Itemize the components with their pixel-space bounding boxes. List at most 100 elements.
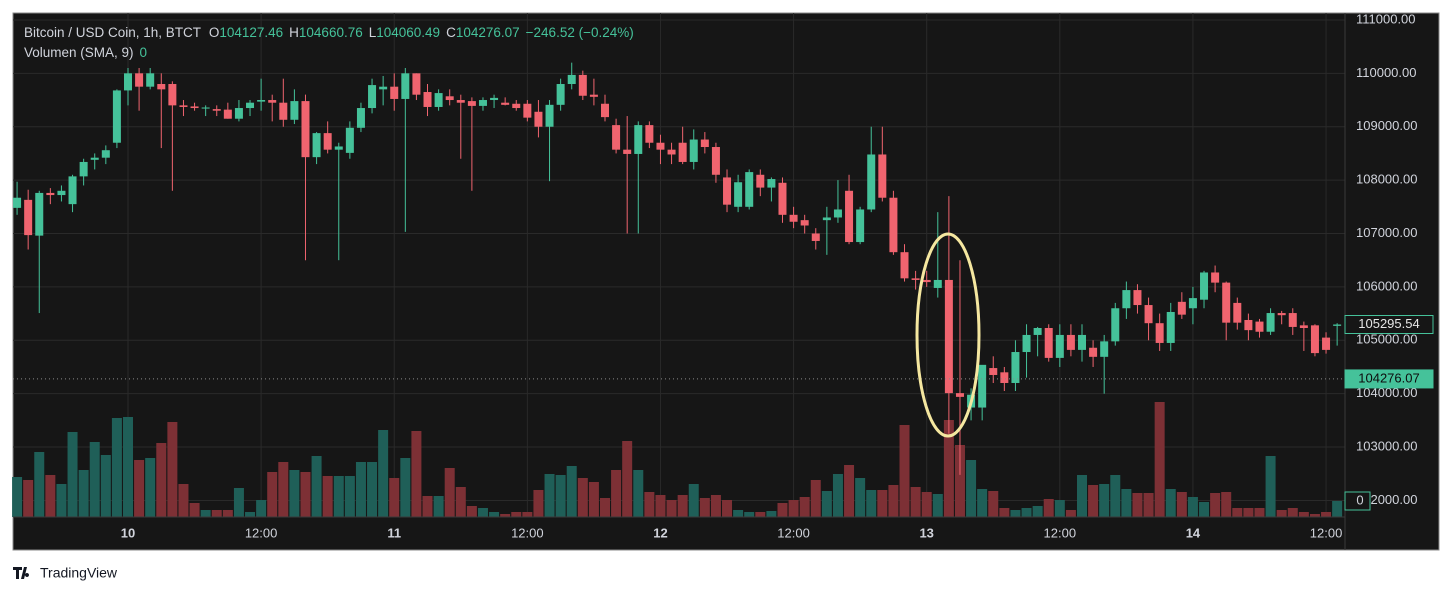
volume-bar	[932, 494, 943, 517]
volume-bar	[1043, 499, 1054, 517]
candle-layer	[13, 62, 1342, 475]
candle-body	[1277, 313, 1286, 316]
candle-body	[135, 73, 144, 87]
ohlc-values: O104127.46 H104660.76 L104060.49 C104276.07	[209, 25, 520, 40]
candle-body	[501, 102, 510, 105]
volume-bar	[477, 508, 488, 517]
candle-body	[1288, 313, 1297, 327]
candle-body	[456, 100, 465, 103]
candle-body	[35, 192, 44, 236]
candle-body	[334, 146, 343, 150]
volume-bar	[988, 491, 999, 517]
candle-body	[711, 147, 720, 175]
volume-bar	[633, 470, 644, 517]
ohlc-value: 104127.46	[219, 25, 283, 40]
volume-bar	[766, 511, 777, 517]
candle-body	[312, 133, 321, 158]
volume-bar	[710, 495, 721, 517]
volume-bar	[433, 496, 444, 517]
candle-body	[68, 176, 77, 205]
axes: 102000.00 103000.00 104000.00 105000.00 1060…	[13, 11, 1434, 540]
candle-body	[1244, 319, 1253, 331]
volume-bar	[954, 445, 965, 517]
brand: TradingView	[40, 565, 118, 581]
volume-bar	[145, 458, 156, 517]
candle-body	[523, 103, 532, 118]
symbol-title: Bitcoin / USD Coin, 1h, BTCT	[24, 25, 201, 40]
volume-bar	[533, 490, 544, 517]
volume-bar	[12, 477, 23, 517]
candle-body	[756, 174, 765, 188]
candle-body	[1033, 328, 1042, 335]
candle-body	[534, 111, 543, 127]
candle-body	[168, 84, 177, 106]
candle-body	[1111, 308, 1120, 342]
volume-layer	[12, 402, 1343, 517]
candle-body	[811, 233, 820, 241]
candle-body	[1000, 372, 1009, 383]
volume-bar	[1265, 456, 1276, 517]
volume-bar	[1088, 485, 1099, 517]
volume-bar	[1065, 510, 1076, 517]
ohlc-key: O	[209, 25, 220, 40]
volume-bar	[444, 468, 455, 517]
candle-body	[301, 101, 310, 158]
volume-bar	[322, 476, 333, 517]
price-label: 104276.07	[1358, 370, 1419, 385]
volume-bar	[100, 455, 111, 517]
volume-bar	[943, 420, 954, 517]
volume-axis-label: 0	[1356, 492, 1363, 507]
candle-body	[390, 86, 399, 99]
volume-bar	[555, 475, 566, 517]
volume-bar	[378, 430, 389, 517]
volume-bar	[256, 500, 267, 517]
volume-bar	[1309, 514, 1320, 517]
ohlc-key: H	[289, 25, 299, 40]
volume-bar	[389, 478, 400, 517]
candle-body	[423, 92, 432, 107]
candle-body	[1144, 305, 1153, 324]
candle-body	[190, 106, 199, 109]
candle-body	[79, 161, 88, 177]
volume-bar	[622, 441, 633, 517]
candle-body	[1155, 323, 1164, 343]
volume-bar	[733, 510, 744, 517]
candle-body	[1233, 302, 1242, 323]
candle-body	[101, 150, 110, 158]
volume-bar	[67, 432, 78, 517]
candle-body	[234, 108, 243, 119]
volume-bar	[1054, 500, 1065, 517]
candle-body	[512, 103, 521, 109]
candle-body	[789, 214, 798, 222]
volume-bar	[1210, 493, 1221, 517]
candle-body	[833, 209, 842, 218]
candle-body	[223, 109, 232, 119]
volume-bar	[844, 465, 855, 517]
y-tick-label: 107000.00	[1356, 225, 1417, 240]
candle-body	[57, 190, 66, 196]
y-tick-label: 110000.00	[1356, 65, 1417, 80]
candle-body	[401, 73, 410, 99]
volume-bar	[1176, 492, 1187, 517]
candle-body	[356, 108, 365, 128]
candle-body	[323, 133, 332, 150]
candle-body	[90, 157, 99, 160]
candle-body	[667, 149, 676, 155]
candle-body	[889, 197, 898, 253]
candle-body	[678, 142, 687, 162]
candle-body	[279, 102, 288, 120]
volume-bar	[999, 508, 1010, 517]
volume-bar	[156, 443, 167, 517]
candle-body	[734, 182, 743, 207]
volume-bar	[1243, 508, 1254, 517]
volume-label-box	[1344, 491, 1371, 511]
x-tick-label: 12:00	[1044, 525, 1077, 540]
volume-bar	[855, 478, 866, 517]
volume-bar	[355, 462, 366, 517]
volume-bar	[744, 512, 755, 517]
volume-bar	[832, 474, 843, 517]
candle-body	[623, 149, 632, 154]
volume-bar	[189, 503, 200, 517]
x-tick-label: 13	[919, 525, 933, 540]
volume-bar	[411, 431, 422, 517]
